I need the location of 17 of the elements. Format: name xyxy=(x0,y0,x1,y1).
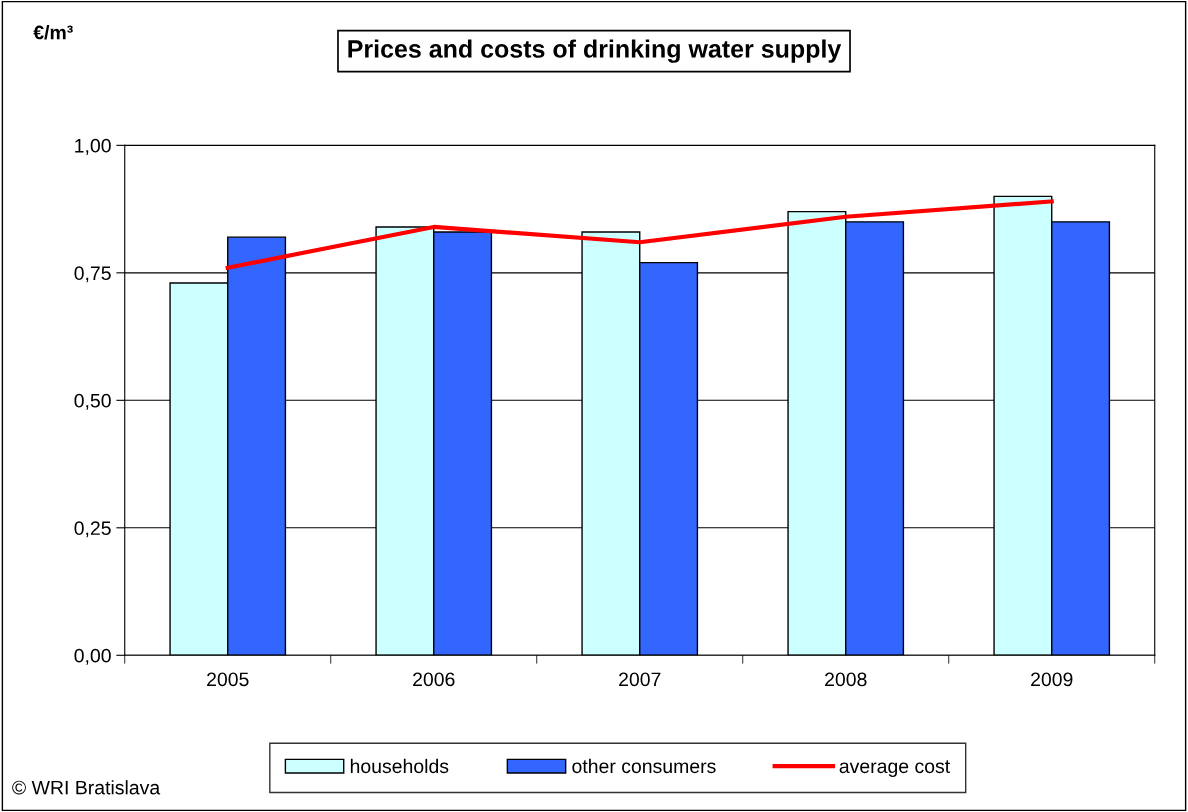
y-tick-label: 1,00 xyxy=(75,138,111,155)
y-tick-label: 0,50 xyxy=(74,393,111,410)
text: €/m³ xyxy=(33,25,73,40)
x-tick-label: 2005 xyxy=(207,672,249,687)
x-tick-label: 2008 xyxy=(825,672,867,687)
y-tick-label: 0,00 xyxy=(74,648,111,665)
legend-label: average cost xyxy=(839,760,950,777)
chart-title: Prices and costs of drinking water supply xyxy=(348,39,842,63)
x-tick-label: 2007 xyxy=(619,672,661,687)
legend-label: other consumers xyxy=(572,758,716,774)
legend-label: households xyxy=(350,758,449,774)
text: © WRI Bratislava xyxy=(12,780,161,795)
y-tick-label: 0,75 xyxy=(74,266,111,283)
y-tick-label: 0,25 xyxy=(74,521,111,538)
x-tick-label: 2006 xyxy=(413,672,455,687)
x-tick-label: 2009 xyxy=(1031,672,1073,687)
line-series xyxy=(225,199,1054,270)
